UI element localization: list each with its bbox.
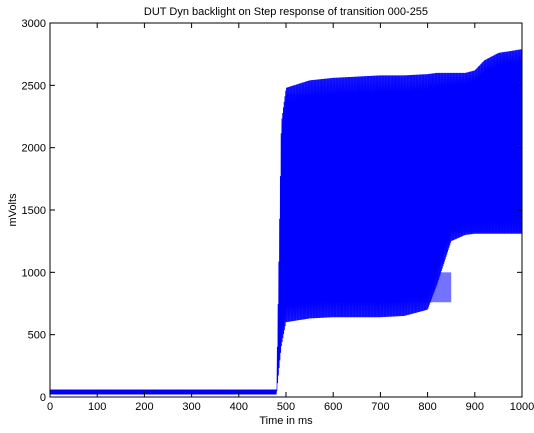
x-tick-label-500: 500 (277, 401, 295, 413)
x-tick-label-100: 100 (88, 401, 106, 413)
y-tick-label-2500: 2500 (22, 80, 46, 92)
x-tick-label-200: 200 (135, 401, 153, 413)
y-tick-label-1000: 1000 (22, 267, 46, 279)
x-tick-label-300: 300 (182, 401, 200, 413)
y-tick-label-500: 500 (28, 330, 46, 342)
x-tick-label-900: 900 (466, 401, 484, 413)
x-axis-label: Time in ms (259, 415, 313, 427)
x-tick-label-0: 0 (47, 401, 53, 413)
series-band-1 (286, 272, 452, 303)
x-tick-label-800: 800 (418, 401, 436, 413)
y-tick-label-2000: 2000 (22, 143, 46, 155)
ticks-layer: 0 100 200 300 400 500 600 700 800 900 1000 0 500 1000… (22, 18, 534, 413)
x-tick-label-600: 600 (324, 401, 342, 413)
series-layer (49, 49, 523, 395)
x-tick-label-1000: 1000 (510, 401, 534, 413)
series-band-2 (451, 202, 522, 233)
x-tick-label-700: 700 (371, 401, 389, 413)
x-tick-label-400: 400 (230, 401, 248, 413)
y-tick-label-1500: 1500 (22, 205, 46, 217)
y-tick-label-3000: 3000 (22, 18, 46, 30)
series-band-0 (286, 94, 522, 173)
chart-title: DUT Dyn backlight on Step response of tr… (144, 6, 428, 18)
y-tick-label-0: 0 (40, 392, 46, 404)
y-axis-label: mVolts (7, 193, 19, 227)
